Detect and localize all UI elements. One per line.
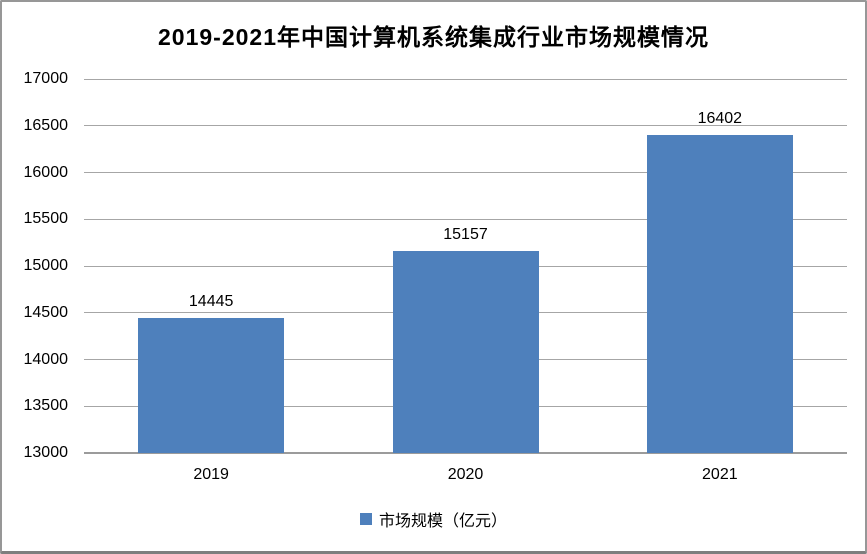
x-axis-line bbox=[84, 452, 847, 454]
y-axis-tick-label: 14500 bbox=[23, 303, 69, 321]
bar-2020 bbox=[392, 251, 539, 453]
y-gridline bbox=[84, 125, 847, 127]
bar-value-label: 16402 bbox=[697, 109, 743, 127]
legend: 市场规模（亿元） bbox=[2, 507, 865, 531]
y-axis-tick-label: 16000 bbox=[23, 163, 69, 181]
y-axis-tick-label: 14000 bbox=[23, 350, 69, 368]
y-gridline bbox=[84, 218, 847, 220]
x-axis-tick-label: 2019 bbox=[193, 466, 229, 483]
bar-2021 bbox=[646, 134, 793, 453]
x-axis-tick-label: 2020 bbox=[447, 466, 484, 483]
y-gridline bbox=[84, 172, 847, 173]
bar-value-label: 15157 bbox=[443, 226, 488, 244]
y-axis-tick-label: 16500 bbox=[23, 116, 69, 134]
x-axis-tick-label: 2021 bbox=[702, 466, 738, 483]
y-gridline bbox=[84, 78, 847, 80]
chart-title: 2019-2021年中国计算机系统集成行业市场规模情况 bbox=[158, 24, 709, 50]
legend-label: 市场规模（亿元） bbox=[378, 513, 507, 530]
bar-2019 bbox=[138, 317, 285, 453]
y-axis-tick-label: 17000 bbox=[23, 70, 69, 87]
y-axis-tick-label: 13500 bbox=[23, 397, 69, 415]
y-axis-tick-label: 15000 bbox=[23, 257, 69, 274]
y-axis-tick-label: 15500 bbox=[23, 210, 69, 228]
y-axis-tick-label: 13000 bbox=[23, 444, 69, 461]
bar-value-label: 14445 bbox=[188, 292, 234, 310]
legend-marker-icon bbox=[359, 513, 372, 525]
